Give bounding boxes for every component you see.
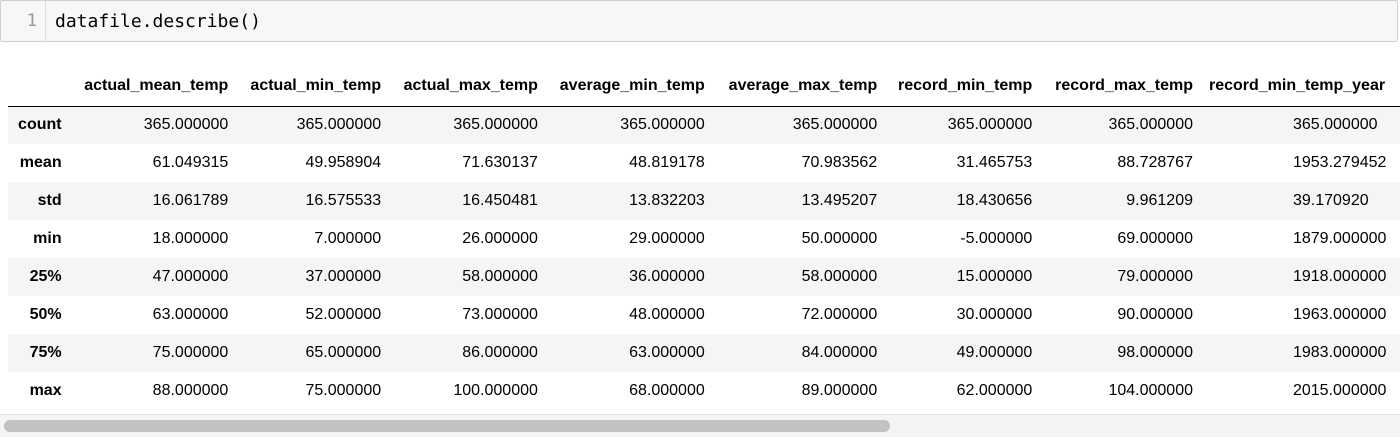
table-cell: 58.000000 — [801, 268, 878, 285]
column-header: record_min_temp — [885, 64, 1041, 107]
table-cell: 47.000000 — [152, 268, 229, 285]
table-cell: 61.049315 — [152, 154, 229, 171]
table-cell: 16.575533 — [305, 192, 382, 209]
index-header — [8, 64, 70, 107]
table-cell: 100.000000 — [453, 382, 538, 399]
table-cell: 49.000000 — [956, 344, 1033, 361]
column-header: record_max_temp — [1040, 64, 1201, 107]
table-cell: 88.728767 — [1117, 154, 1193, 171]
table-cell: 89.000000 — [801, 382, 878, 399]
table-cell: 365.000000 — [792, 116, 878, 134]
table-cell: 1963.000000 — [1292, 306, 1387, 323]
table-row: max 88.000000 75.000000 100.000000 68.000000… — [8, 372, 1400, 410]
column-header: average_max_temp — [712, 64, 886, 107]
table-cell: 79.000000 — [1117, 268, 1193, 285]
table-cell: 84.000000 — [801, 344, 878, 361]
table-cell: 71.630137 — [462, 154, 538, 171]
table-cell: 13.495207 — [801, 192, 878, 209]
table-cell: 104.000000 — [1108, 382, 1193, 399]
row-index-label: max — [29, 382, 62, 399]
table-cell: 365.000000 — [143, 116, 229, 134]
table-cell: 9.961209 — [1126, 192, 1193, 209]
table-cell: 29.000000 — [629, 230, 705, 247]
table-cell: 13.832203 — [629, 192, 705, 209]
scrollbar-thumb[interactable] — [4, 420, 890, 432]
table-cell: 75.000000 — [305, 382, 382, 399]
table-row: count 365.000000 365.000000 365.000000 365.0… — [8, 106, 1400, 144]
table-cell: 365.000000 — [620, 116, 705, 134]
row-index-label: 50% — [29, 306, 62, 323]
table-row: std 16.061789 16.575533 16.450481 13.832203 1… — [8, 182, 1400, 220]
table-cell: 18.000000 — [152, 230, 229, 247]
table-cell: 365.000000 — [1292, 116, 1378, 134]
row-index-label: 75% — [29, 344, 62, 361]
table-cell: 62.000000 — [956, 382, 1033, 399]
table-cell: 90.000000 — [1117, 306, 1193, 323]
dataframe-table: actual_mean_temp actual_min_temp actual_ma… — [8, 64, 1400, 410]
table-cell: 98.000000 — [1117, 344, 1193, 361]
table-cell: 68.000000 — [629, 382, 705, 399]
table-cell: 88.000000 — [152, 382, 229, 399]
table-cell: 365.000000 — [453, 116, 538, 134]
table-cell: 37.000000 — [305, 268, 382, 285]
table-cell: 16.061789 — [152, 192, 229, 209]
table-cell: 63.000000 — [629, 344, 705, 361]
column-header: actual_max_temp — [389, 64, 546, 107]
table-cell: 48.819178 — [629, 154, 705, 171]
table-cell: 48.000000 — [629, 306, 705, 323]
table-row: min 18.000000 7.000000 26.000000 29.000000 50… — [8, 220, 1400, 258]
table-header-row: actual_mean_temp actual_min_temp actual_ma… — [8, 64, 1400, 107]
table-cell: 36.000000 — [629, 268, 705, 285]
table-cell: 1983.000000 — [1292, 344, 1387, 361]
table-cell: 1918.000000 — [1292, 268, 1387, 285]
table-cell: 1953.279452 — [1292, 154, 1387, 171]
table-row: mean 61.049315 49.958904 71.630137 48.819178… — [8, 144, 1400, 182]
table-cell: 7.000000 — [314, 230, 382, 247]
line-number-gutter: 1 — [1, 1, 46, 41]
table-cell: 50.000000 — [801, 230, 878, 247]
code-text[interactable]: datafile.describe() — [55, 11, 261, 32]
table-cell: 1879.000000 — [1292, 230, 1387, 247]
table-cell: 39.170920 — [1292, 192, 1369, 209]
row-index-label: mean — [19, 154, 62, 171]
column-header: record_min_temp_year — [1200, 64, 1400, 107]
horizontal-scrollbar[interactable] — [0, 414, 1400, 437]
table-row: 50% 63.000000 52.000000 73.000000 48.000000 7… — [8, 296, 1400, 334]
table-row: 75% 75.000000 65.000000 86.000000 63.000000 8… — [8, 334, 1400, 372]
table-cell: -5.000000 — [960, 230, 1033, 247]
row-index-label: min — [33, 230, 62, 247]
table-cell: 65.000000 — [305, 344, 382, 361]
table-cell: 15.000000 — [956, 268, 1033, 285]
table-cell: 63.000000 — [152, 306, 229, 323]
table-cell: 70.983562 — [801, 154, 878, 171]
table-row: 25% 47.000000 37.000000 58.000000 36.000000 5… — [8, 258, 1400, 296]
table-cell: 31.465753 — [956, 154, 1033, 171]
table-cell: 69.000000 — [1117, 230, 1193, 247]
column-header: actual_mean_temp — [69, 64, 237, 107]
table-cell: 18.430656 — [956, 192, 1033, 209]
row-index-label: count — [18, 116, 62, 134]
table-cell: 72.000000 — [801, 306, 878, 323]
cell-output: actual_mean_temp actual_min_temp actual_ma… — [0, 64, 1400, 440]
table-cell: 86.000000 — [462, 344, 538, 361]
table-cell: 365.000000 — [1108, 116, 1193, 134]
table-cell: 58.000000 — [462, 268, 538, 285]
table-cell: 26.000000 — [462, 230, 538, 247]
table-cell: 16.450481 — [462, 192, 538, 209]
line-number: 1 — [26, 11, 37, 31]
code-cell-input[interactable]: 1 datafile.describe() — [0, 0, 1398, 42]
table-cell: 49.958904 — [305, 154, 382, 171]
column-header: average_min_temp — [545, 64, 713, 107]
table-cell: 73.000000 — [462, 306, 538, 323]
table-cell: 2015.000000 — [1292, 382, 1387, 399]
table-cell: 365.000000 — [296, 116, 382, 134]
table-cell: 365.000000 — [947, 116, 1033, 134]
table-cell: 75.000000 — [152, 344, 229, 361]
column-header: actual_min_temp — [236, 64, 390, 107]
table-cell: 30.000000 — [956, 306, 1033, 323]
table-cell: 52.000000 — [305, 306, 382, 323]
row-index-label: 25% — [29, 268, 62, 285]
row-index-label: std — [37, 192, 62, 209]
